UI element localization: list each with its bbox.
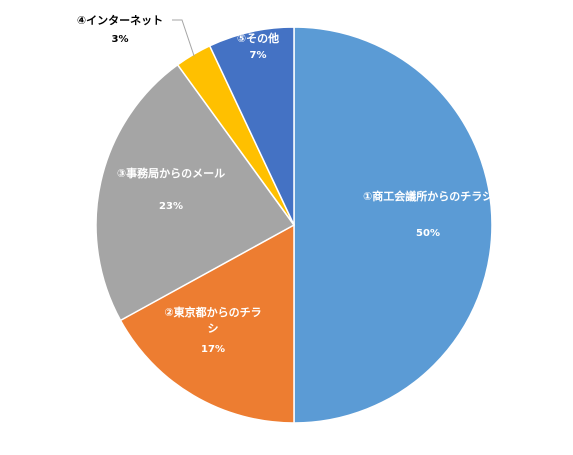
slice-value-tokyo-to-chirashi: 17%: [201, 344, 225, 355]
pie-slice-jimukyoku-mail: [95, 63, 296, 322]
slice-value-jimukyoku-mail: 23%: [159, 201, 183, 212]
pie-slice-tokyo-to-chirashi: [119, 223, 295, 424]
slice-value-internet: 3%: [112, 34, 129, 45]
slice-label-tokyo-to-chirashi-line1: ②東京都からのチラ: [164, 305, 261, 319]
slice-label-sonota: ⑤その他: [237, 31, 279, 45]
pie-slice-sonota: [208, 26, 295, 226]
pie-slice-shoko-kaigisho-chirashi: [293, 26, 493, 424]
slice-value-shoko-kaigisho-chirashi: 50%: [416, 228, 440, 239]
slice-label-shoko-kaigisho-chirashi-line1: ①商工会議所からのチラシ: [363, 189, 493, 203]
slice-label-internet: ④インターネット: [77, 14, 163, 27]
leader-line-internet: [172, 19, 195, 57]
slice-value-sonota: 7%: [250, 50, 267, 61]
slice-label-tokyo-to-chirashi-line2: シ: [208, 322, 219, 335]
slice-label-jimukyoku-mail-line1: ③事務局からのメール: [117, 166, 225, 180]
